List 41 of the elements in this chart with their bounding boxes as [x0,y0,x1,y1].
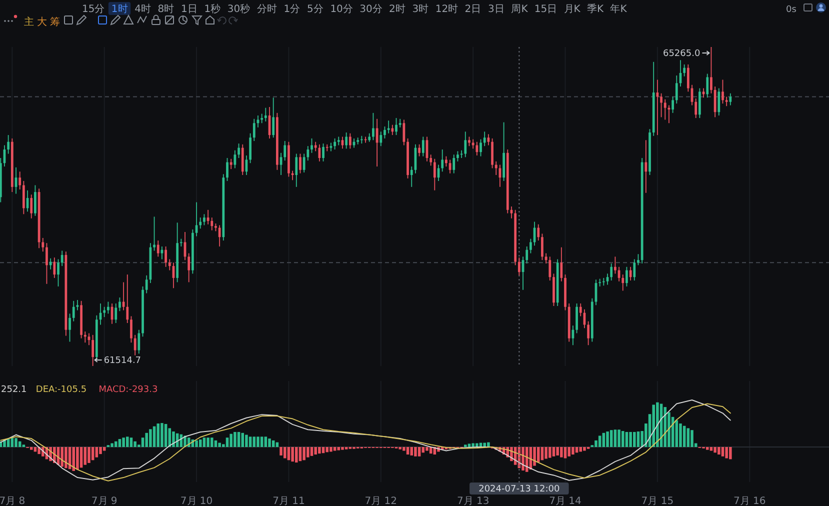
text: DEA:-105.5 [36,385,87,395]
x-tick-label: 7月 11 [272,496,305,506]
text: MACD:-293.3 [98,385,158,395]
ref-line-label: 2024-07-13 12:00 [478,484,560,494]
text: 30秒 [227,3,250,15]
text: 1日 [181,4,198,15]
text: 主 [24,16,34,28]
text: 252.1 [1,385,27,395]
text: 12时 [435,3,458,15]
text: 2时 [389,3,406,15]
text: 季K [587,3,604,15]
x-tick-label: 7月 8 [0,496,26,506]
x-tick-label: 7月 9 [91,496,118,506]
text: 1时 [111,3,128,15]
text: 分时 [256,3,277,15]
text: 年K [610,3,628,15]
text: 3时 [412,3,429,15]
x-tick-label: 7月 12 [364,496,398,506]
text: 大 [37,16,47,28]
text: 2日 [464,4,482,15]
text: 3日 [488,4,504,15]
text: 5分 [307,3,324,15]
x-tick-label: 7月 14 [549,496,582,506]
x-tick-label: 7月 16 [733,496,766,506]
text: 月K [564,4,581,15]
text: 8时 [158,3,174,15]
annotation: 65265.0 [662,49,700,60]
x-tick-label: 7月 15 [641,496,674,506]
x-tick-label: 7月 13 [456,496,490,506]
text: 4时 [134,3,151,15]
text: 10分 [330,3,353,15]
text: 15日 [534,4,558,15]
text: 1分 [284,3,300,15]
text: 30分 [360,3,382,15]
annotation: 61514.7 [104,356,142,366]
text: 1秒 [204,3,221,15]
text: 筹 [50,16,60,28]
text: 15分 [82,3,105,15]
x-tick-label: 7月 10 [180,496,213,506]
text: 周K [511,4,528,15]
text: 0s [786,5,797,15]
